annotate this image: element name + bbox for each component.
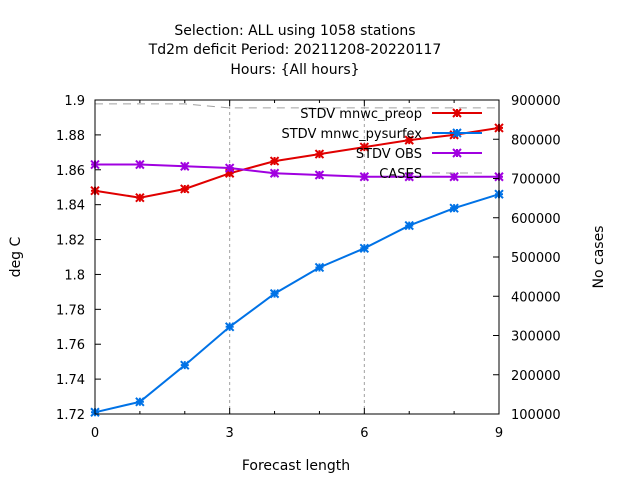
y-tick-label: 1.9	[64, 94, 85, 109]
series-point-1	[135, 397, 145, 407]
series-line-2	[95, 163, 499, 178]
plot-frame	[94, 99, 500, 415]
series-point-0	[135, 192, 145, 203]
y-tick-label: 1.72	[56, 408, 85, 423]
chart-title-line-2: Td2m deficit Period: 20211208-20220117	[148, 42, 442, 58]
series-line-cases	[95, 103, 499, 109]
grid	[229, 100, 365, 414]
x-tick-label: 3	[226, 426, 234, 441]
x-tick-label: 0	[91, 426, 99, 441]
y2-tick-label: 900000	[511, 94, 561, 109]
chart-title: Selection: ALL using 1058 stations Td2m …	[148, 23, 442, 78]
y-tick-label: 1.88	[56, 129, 85, 144]
y2-tick-label: 300000	[511, 330, 561, 345]
y2-tick-label: 800000	[511, 133, 561, 148]
series-point-2	[180, 161, 190, 171]
legend-marker-0	[452, 108, 462, 118]
series-point-2	[135, 159, 145, 170]
y-tick-label: 1.78	[56, 303, 85, 318]
series-point-2	[449, 172, 459, 182]
series-point-2	[269, 168, 280, 178]
x-axis-ticks: 0 3 6 9	[91, 100, 503, 441]
series-point-1	[269, 288, 280, 299]
series-point-1	[314, 262, 325, 273]
y2-tick-label: 200000	[511, 369, 561, 384]
y2-tick-label: 400000	[511, 290, 561, 305]
legend-label: STDV mnwc_pysurfex	[281, 127, 422, 142]
y2-axis-ticks: 100000 200000 300000 400000 500000 600000 7000…	[493, 94, 561, 423]
y-tick-label: 1.74	[56, 373, 85, 388]
legend-marker-1	[452, 128, 462, 138]
y-axis-ticks: 1.72 1.74 1.76 1.78 1.8 1.82 1.84 1.86 1.88 1.9	[56, 94, 101, 423]
series-point-0	[359, 142, 370, 152]
y2-axis-label: No cases	[591, 226, 607, 289]
y-tick-label: 1.82	[56, 234, 85, 249]
series-point-1	[359, 243, 370, 253]
legend-label: STDV OBS	[356, 147, 422, 162]
series-point-2	[314, 170, 325, 180]
series-point-0	[269, 156, 280, 166]
series-point-0	[224, 168, 235, 178]
series-line-0	[94, 126, 500, 199]
y2-tick-label: 500000	[511, 251, 561, 266]
series-point-0	[180, 184, 190, 194]
x-tick-label: 6	[360, 426, 368, 441]
series-lines	[90, 103, 504, 417]
series-point-0	[404, 135, 414, 145]
y2-tick-label: 600000	[511, 212, 561, 227]
y-tick-label: 1.8	[64, 268, 85, 283]
legend: STDV mnwc_preop STDV mnwc_pysurfex STDV OB…	[281, 107, 482, 182]
y-axis-label: deg C	[8, 236, 24, 277]
x-tick-label: 9	[495, 426, 503, 441]
series-point-1	[449, 203, 459, 213]
x-axis-label: Forecast length	[242, 458, 350, 474]
legend-marker-2	[452, 148, 462, 158]
y-tick-label: 1.84	[56, 199, 85, 214]
series-point-2	[359, 172, 370, 182]
chart-title-line-1: Selection: ALL using 1058 stations	[174, 23, 415, 39]
legend-label: STDV mnwc_preop	[300, 107, 422, 122]
y-tick-label: 1.76	[56, 338, 85, 353]
series-point-2	[404, 172, 414, 182]
y2-tick-label: 100000	[511, 408, 561, 423]
series-point-0	[314, 149, 325, 159]
chart-title-line-3: Hours: {All hours}	[230, 62, 359, 78]
series-point-1	[404, 220, 414, 231]
series-point-2	[224, 163, 235, 173]
series-line-1	[94, 193, 500, 414]
y2-tick-label: 700000	[511, 173, 561, 188]
legend-label: CASES	[379, 167, 422, 182]
y-tick-label: 1.86	[56, 164, 85, 179]
series-point-1	[224, 322, 235, 332]
series-point-1	[180, 360, 190, 370]
